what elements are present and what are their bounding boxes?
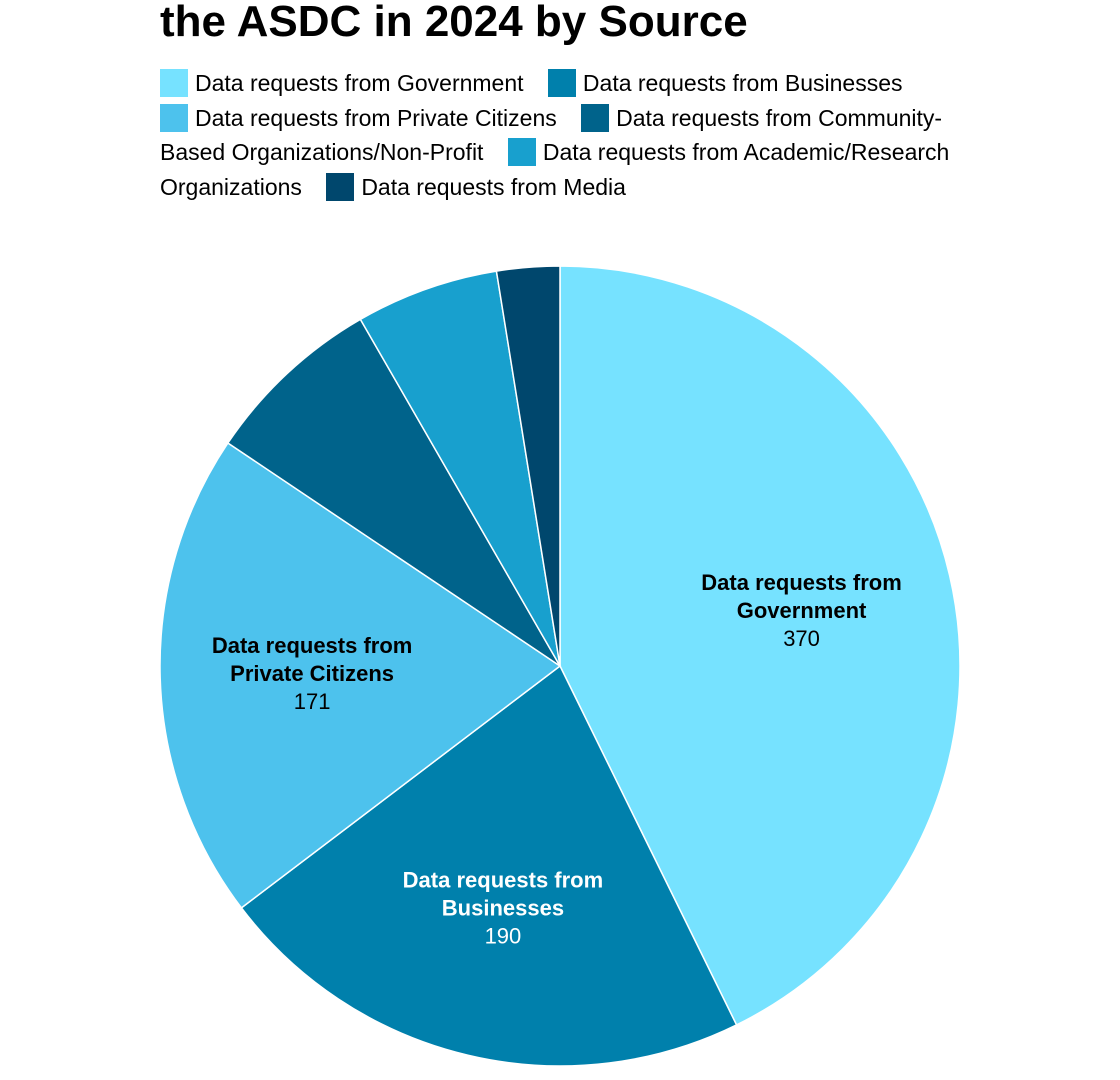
legend-swatch: [160, 103, 188, 132]
chart-title: the ASDC in 2024 by Source: [160, 0, 748, 46]
legend-item: Data requests from Community-Based Organ…: [160, 103, 943, 166]
legend-item: Data requests from Government: [160, 69, 542, 97]
legend-label: Data requests from Media: [361, 173, 626, 200]
legend-swatch: [326, 172, 355, 201]
slice-label: Data requests from Private Citizens 171: [212, 633, 413, 714]
legend-label: Data requests from Academic/Research Org…: [160, 139, 950, 200]
legend-swatch: [547, 69, 576, 97]
legend-item: Data requests from Media: [326, 172, 644, 201]
legend-swatch: [581, 103, 610, 132]
pie-slice: [495, 265, 561, 667]
legend-swatch: [160, 69, 188, 97]
slice-label-name: Data requests from: [212, 633, 413, 658]
legend-item: Data requests from Academic/Research Org…: [160, 138, 950, 200]
legend-item: Data requests from Businesses: [547, 69, 921, 97]
slice-label-name: Private Citizens: [230, 661, 394, 686]
pie-slice: [359, 270, 561, 667]
pie-slice: [159, 441, 562, 909]
legend-item: Data requests from Private Citizens: [160, 103, 575, 132]
legend-label: Data requests from Government: [195, 70, 524, 96]
legend-label: Data requests from Businesses: [582, 70, 903, 96]
chart-legend: Data requests from Government Data reque…: [160, 66, 950, 204]
slice-label-name: Government: [737, 598, 867, 623]
pie-slice: [226, 318, 561, 667]
slice-value: 190: [485, 923, 522, 948]
pie-slice: [559, 265, 961, 1026]
slice-label-name: Data requests from: [403, 867, 604, 892]
legend-label: Data requests from Private Citizens: [195, 104, 557, 131]
slice-value: 171: [294, 689, 331, 714]
slice-value: 370: [783, 626, 820, 651]
legend-label: Data requests from Community-Based Organ…: [160, 104, 943, 166]
pie-slice: [240, 664, 738, 1067]
slice-label-name: Businesses: [442, 895, 564, 920]
slice-label: Data requests from Businesses 190: [403, 867, 604, 948]
slice-label-name: Data requests from: [701, 570, 902, 595]
legend-swatch: [507, 138, 536, 166]
slice-label: Data requests from Government 370: [701, 570, 902, 651]
